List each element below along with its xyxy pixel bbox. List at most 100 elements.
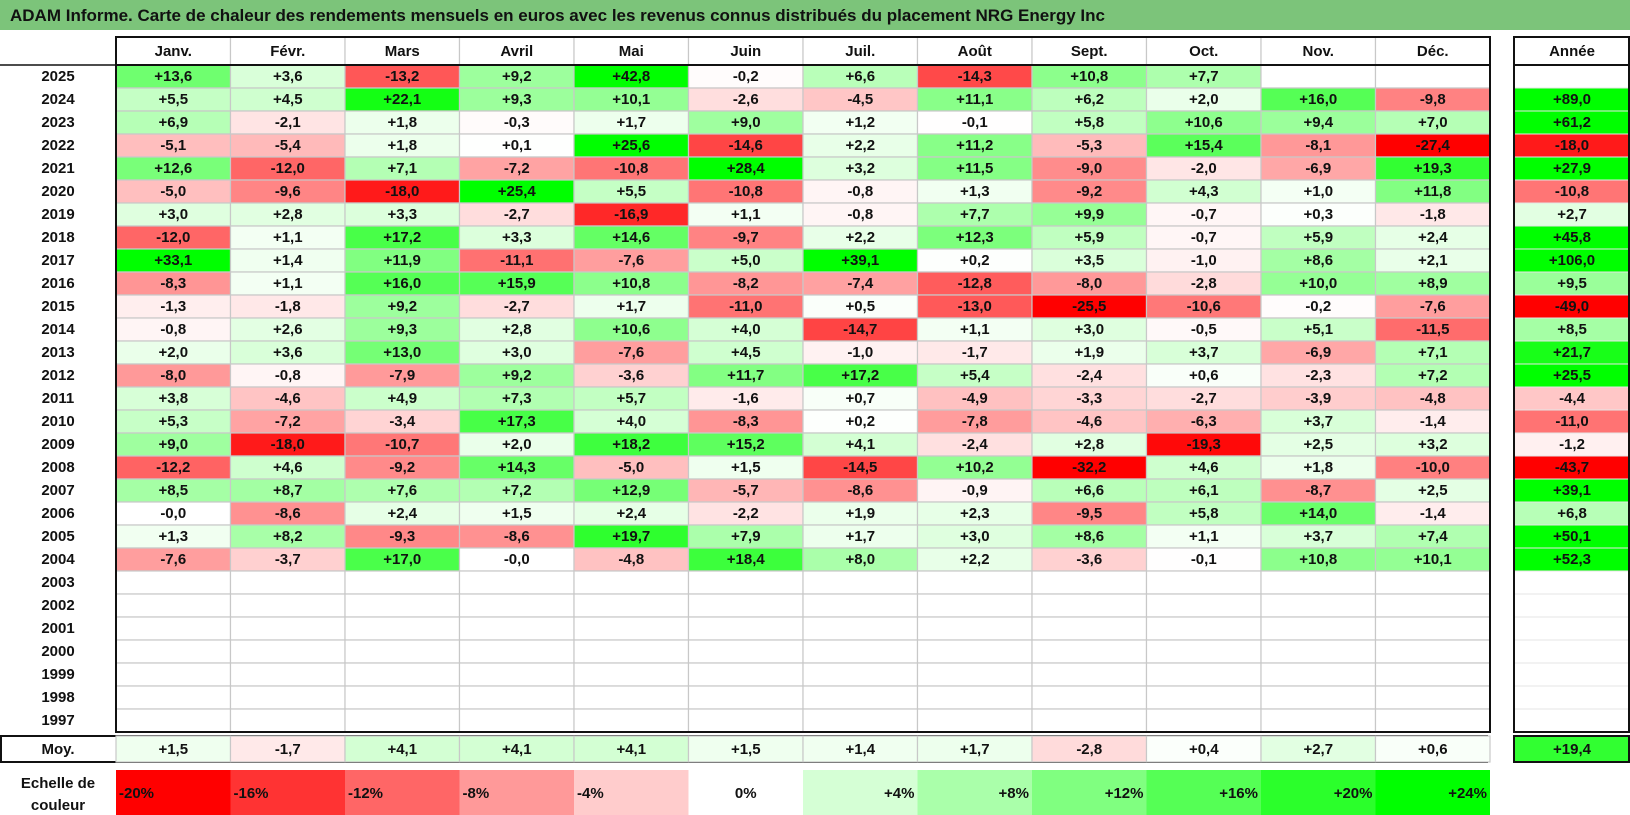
cell-value: +3,0 [502, 344, 532, 361]
heat-cell [802, 639, 919, 664]
month-header-9: Sept. [1071, 43, 1108, 60]
heat-cell [916, 685, 1033, 710]
cell-value: -11,1 [500, 252, 533, 269]
annual-value: +89,0 [1553, 91, 1591, 108]
average-value: -1,7 [275, 741, 301, 758]
year-label: 2017 [41, 252, 74, 269]
cell-value: +1,8 [387, 137, 417, 154]
cell-value: +5,1 [1303, 321, 1333, 338]
cell-value: -0,7 [1191, 206, 1217, 223]
cell-value: +13,6 [154, 68, 192, 85]
month-header-cell [916, 36, 1033, 66]
cell-value: -4,5 [847, 91, 873, 108]
cell-value: +3,2 [1418, 436, 1448, 453]
cell-value: -9,5 [1076, 505, 1102, 522]
cell-value: -8,6 [504, 528, 530, 545]
heat-cell [458, 639, 575, 664]
cell-value: -1,3 [160, 298, 186, 315]
color-scale-swatch [803, 770, 918, 815]
average-annual-value: +19,4 [1553, 741, 1592, 758]
cell-value: +5,7 [616, 390, 646, 407]
cell-value: +7,2 [502, 482, 532, 499]
heat-cell [344, 639, 461, 664]
cell-value: +8,7 [273, 482, 303, 499]
cell-value: -14,6 [729, 137, 763, 154]
cell-value: +7,0 [1418, 114, 1448, 131]
heat-cell [573, 616, 690, 641]
annual-value: +25,5 [1553, 367, 1591, 384]
cell-value: -2,6 [733, 91, 759, 108]
cell-value: -0,0 [504, 551, 530, 568]
heat-cell [229, 662, 346, 687]
cell-value: +9,2 [387, 298, 417, 315]
cell-value: +5,5 [616, 183, 646, 200]
cell-value: +4,5 [273, 91, 303, 108]
color-scale-swatch [230, 770, 345, 815]
color-scale-swatch [688, 770, 803, 815]
cell-value: -5,4 [275, 137, 302, 154]
cell-value: +10,6 [1185, 114, 1223, 131]
cell-value: +3,7 [1303, 528, 1333, 545]
cell-value: -4,6 [275, 390, 301, 407]
year-label: 2009 [41, 436, 74, 453]
heat-cell [687, 685, 804, 710]
cell-value: +10,8 [612, 275, 650, 292]
color-scale-swatch [345, 770, 460, 815]
average-cell [229, 735, 346, 763]
cell-value: -4,6 [1076, 413, 1102, 430]
heat-cell [229, 616, 346, 641]
cell-value: +1,7 [616, 114, 646, 131]
annual-cell [1513, 570, 1630, 595]
annual-value: +21,7 [1553, 344, 1591, 361]
annual-value: -1,2 [1559, 436, 1585, 453]
cell-value: +15,2 [727, 436, 765, 453]
cell-value: +8,0 [845, 551, 875, 568]
month-header-cell [1374, 36, 1491, 66]
cell-value: -2,1 [275, 114, 301, 131]
cell-value: +8,6 [1074, 528, 1104, 545]
cell-value: +13,0 [383, 344, 421, 361]
average-value: -2,8 [1076, 741, 1102, 758]
month-header-4: Avril [500, 43, 533, 60]
cell-value: +1,9 [845, 505, 875, 522]
year-label: 2020 [41, 183, 74, 200]
heat-cell [1031, 708, 1148, 733]
cell-value: -2,7 [504, 298, 530, 315]
heat-cell [1031, 616, 1148, 641]
heat-cell [229, 639, 346, 664]
heat-cell [1260, 708, 1377, 733]
year-label: 2012 [41, 367, 74, 384]
heat-cell [1031, 570, 1148, 595]
cell-value: +1,7 [616, 298, 646, 315]
cell-value: +14,3 [498, 459, 536, 476]
cell-value: -9,8 [1420, 91, 1446, 108]
heat-cell [115, 708, 232, 733]
cell-value: +3,5 [1074, 252, 1104, 269]
year-label: 2025 [41, 68, 74, 85]
heat-cell [916, 708, 1033, 733]
average-annual-cell [1513, 735, 1630, 763]
cell-value: +10,1 [612, 91, 650, 108]
cell-value: -1,6 [733, 390, 759, 407]
cell-value: +1,5 [731, 459, 761, 476]
annual-value: -18,0 [1555, 137, 1589, 154]
cell-value: -14,5 [843, 459, 877, 476]
heat-cell [573, 685, 690, 710]
heat-cell [1031, 662, 1148, 687]
cell-value: +1,1 [960, 321, 990, 338]
cell-value: +18,2 [612, 436, 650, 453]
cell-value: +5,0 [731, 252, 761, 269]
year-label: 2005 [41, 528, 74, 545]
cell-value: +2,3 [960, 505, 990, 522]
heat-cell [344, 593, 461, 618]
heat-cell [1260, 64, 1377, 89]
cell-value: -3,7 [275, 551, 301, 568]
annual-value: +8,5 [1557, 321, 1587, 338]
color-scale-label-value: +4% [884, 785, 914, 802]
year-label: 2022 [41, 137, 74, 154]
cell-value: -14,7 [843, 321, 877, 338]
cell-value: +9,0 [158, 436, 188, 453]
color-scale-label: Echelle de couleur [21, 775, 95, 814]
heat-cell [687, 639, 804, 664]
